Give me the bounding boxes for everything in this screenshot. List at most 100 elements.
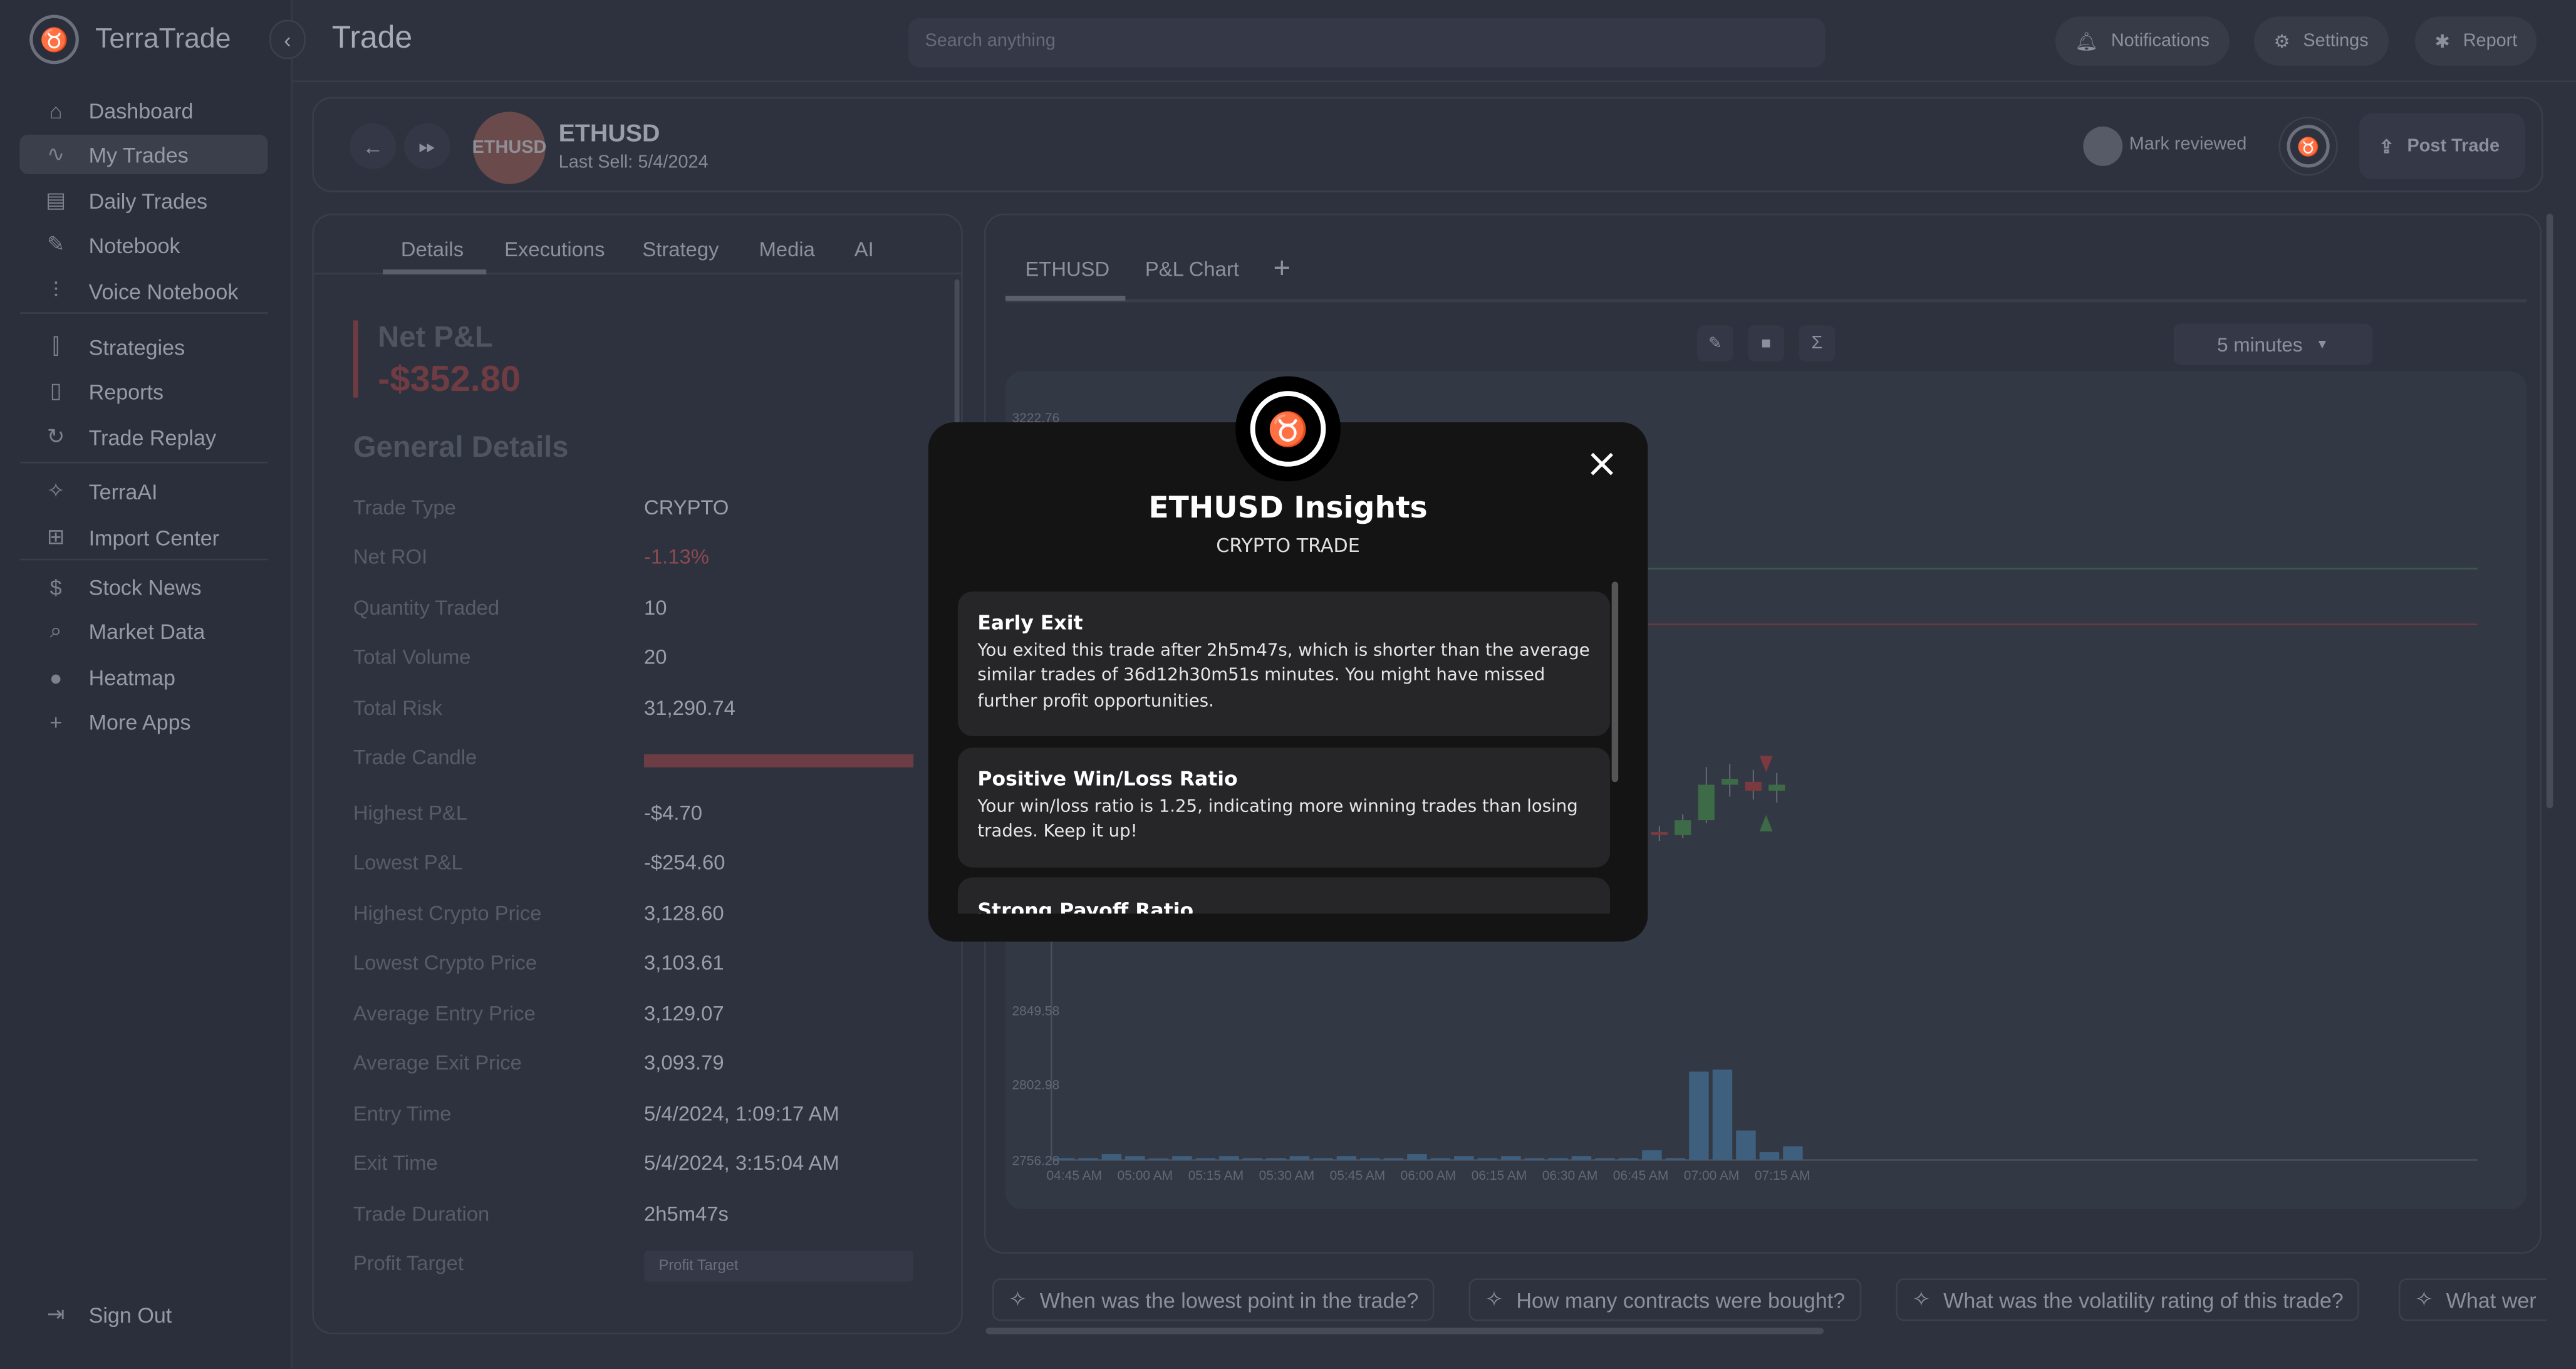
sidebar-item-heatmap[interactable]: ● Heatmap — [19, 657, 267, 697]
sidebar-item-import-center[interactable]: ⊞ Import Center — [19, 518, 267, 557]
candle — [1675, 820, 1691, 835]
search-input[interactable]: Search anything — [908, 18, 1826, 68]
insight-card: Early Exit You exited this trade after 2h… — [957, 591, 1611, 736]
sidebar-item-terraai[interactable]: ✧ TerraAI — [19, 472, 267, 511]
sidebar-item-my-trades[interactable]: ∿ My Trades — [19, 135, 268, 174]
sidebar-item-notebook[interactable]: ✎ Notebook — [19, 225, 267, 264]
sidebar: ♉ TerraTrade ⌂ Dashboard ∿ My Trades ▤ Daily … — [0, 0, 293, 1369]
label-trade-type: Trade Type — [353, 496, 456, 519]
sidebar-item-trade-replay[interactable]: ↻ Trade Replay — [19, 417, 267, 457]
tabs-divider — [313, 273, 962, 274]
mark-reviewed-toggle[interactable] — [2083, 126, 2123, 166]
close-icon[interactable]: × — [1585, 440, 1619, 487]
heatmap-icon: ● — [49, 664, 63, 690]
label-net-roi: Net ROI — [353, 545, 428, 569]
ai-question-chip[interactable]: ✧ When was the lowest point in the trade? — [992, 1278, 1435, 1321]
volume-bar — [1712, 1070, 1733, 1160]
y-tick-label: 2849.58 — [1012, 1004, 1059, 1019]
sparkle-icon: ✧ — [1485, 1286, 1504, 1311]
value-total-volume: 20 — [644, 645, 667, 669]
y-tick-label: 2802.98 — [1012, 1078, 1059, 1093]
candle — [1651, 832, 1668, 835]
value-lowest-p-l: -$254.60 — [644, 851, 725, 875]
general-details-heading: General Details — [353, 430, 569, 464]
label-quantity-traded: Quantity Traded — [353, 596, 500, 620]
candle — [1698, 784, 1715, 821]
tab-strategy[interactable]: Strategy — [642, 238, 719, 261]
volume-bar — [1054, 1158, 1075, 1160]
chart-tabs-divider — [1005, 299, 2527, 303]
value-exit-time: 5/4/2024, 3:15:04 AM — [644, 1152, 839, 1175]
buy-marker — [1759, 815, 1773, 831]
bug-icon: ✱ — [2434, 32, 2450, 52]
sigma-icon[interactable]: Σ — [1799, 325, 1836, 362]
square-icon[interactable]: ■ — [1748, 325, 1785, 362]
volume-bar — [1595, 1158, 1615, 1160]
sidebar-item-reports[interactable]: ▯ Reports — [19, 372, 267, 411]
label-exit-time: Exit Time — [353, 1152, 438, 1175]
profit-target-input[interactable]: Profit Target — [644, 1250, 914, 1282]
sidebar-item-more-apps[interactable]: + More Apps — [19, 702, 267, 741]
trade-header — [312, 96, 2543, 192]
tab-ai[interactable]: AI — [854, 238, 874, 261]
volume-bar — [1618, 1158, 1639, 1160]
mark-reviewed-label: Mark reviewed — [2129, 135, 2247, 155]
volume-bar — [1195, 1158, 1216, 1160]
x-tick-label: 06:15 AM — [1472, 1169, 1527, 1183]
report-button[interactable]: ✱ Report — [2415, 16, 2537, 66]
plus-icon: + — [49, 709, 63, 734]
value-average-exit-price: 3,093.79 — [644, 1051, 724, 1075]
label-average-entry-price: Average Entry Price — [353, 1002, 536, 1026]
calendar-edit-icon: ▤ — [46, 187, 66, 212]
volume-bar — [1783, 1146, 1803, 1160]
sidebar-divider — [19, 461, 268, 464]
value-highest-crypto-price: 3,128.60 — [644, 902, 724, 925]
sparkle-icon: ✧ — [46, 478, 65, 503]
ai-bull-button[interactable]: ♉ — [2278, 117, 2338, 176]
interval-select[interactable]: 5 minutes ▼ — [2173, 323, 2372, 365]
volume-bar — [1289, 1156, 1310, 1160]
settings-button[interactable]: ⚙ Settings — [2254, 16, 2389, 66]
label-lowest-p-l: Lowest P&L — [353, 851, 463, 875]
sidebar-item-dashboard[interactable]: ⌂ Dashboard — [19, 90, 267, 130]
volume-bar — [1125, 1156, 1145, 1160]
tab-media[interactable]: Media — [759, 238, 815, 261]
sidebar-item-voice-notebook[interactable]: ⫶ Voice Notebook — [19, 271, 267, 311]
insights-list[interactable]: Early Exit You exited this trade after 2h… — [928, 591, 1648, 914]
symbol-name: ETHUSD — [558, 120, 660, 148]
tab-pnl-chart[interactable]: P&L Chart — [1145, 258, 1239, 281]
volume-bar — [1219, 1156, 1239, 1160]
net-pnl-value: -$352.80 — [378, 358, 521, 400]
pencil-icon[interactable]: ✎ — [1697, 325, 1733, 362]
back-button[interactable]: ← — [350, 123, 397, 170]
ai-chips-row: ✧ When was the lowest point in the trade?… — [992, 0, 2547, 1369]
ai-question-chip[interactable]: ✧ What wer — [2398, 1278, 2547, 1321]
sidebar-item-market-data[interactable]: ⌕ Market Data — [19, 612, 267, 651]
chips-scrollbar[interactable] — [985, 1327, 1824, 1335]
ai-question-chip[interactable]: ✧ How many contracts were bought? — [1468, 1278, 1862, 1321]
tab-ethusd[interactable]: ETHUSD — [1025, 258, 1110, 281]
collapse-sidebar-button[interactable]: ‹ — [269, 19, 306, 60]
tab-details[interactable]: Details — [400, 238, 464, 261]
page-scrollbar[interactable] — [2546, 213, 2553, 809]
x-tick-label: 07:15 AM — [1755, 1169, 1810, 1183]
modal-scrollbar[interactable] — [1611, 581, 1619, 783]
ai-question-chip[interactable]: ✧ What was the volatility rating of this … — [1896, 1278, 2360, 1321]
next-trade-button[interactable]: ⏩︎ — [404, 123, 450, 170]
label-trade-duration: Trade Duration — [353, 1202, 490, 1226]
volume-bar — [1548, 1158, 1568, 1160]
sign-out-button[interactable]: ⇥ Sign Out — [19, 1295, 267, 1335]
value-trade-type: CRYPTO — [644, 496, 729, 519]
value-quantity-traded: 10 — [644, 596, 667, 620]
page-title: Trade — [331, 21, 413, 56]
tab-executions[interactable]: Executions — [504, 238, 605, 261]
value-net-roi: -1.13% — [644, 545, 709, 569]
volume-bar — [1242, 1158, 1263, 1160]
sidebar-item-daily-trades[interactable]: ▤ Daily Trades — [19, 180, 267, 220]
post-trade-button[interactable]: ⇪ Post Trade — [2359, 113, 2525, 179]
add-tab-button[interactable]: + — [1273, 251, 1291, 284]
sidebar-item-stock-news[interactable]: $ Stock News — [19, 567, 267, 606]
notifications-button[interactable]: 🔔︎ Notifications — [2055, 16, 2230, 66]
sidebar-item-strategies[interactable]: ⫿ Strategies — [19, 327, 267, 367]
